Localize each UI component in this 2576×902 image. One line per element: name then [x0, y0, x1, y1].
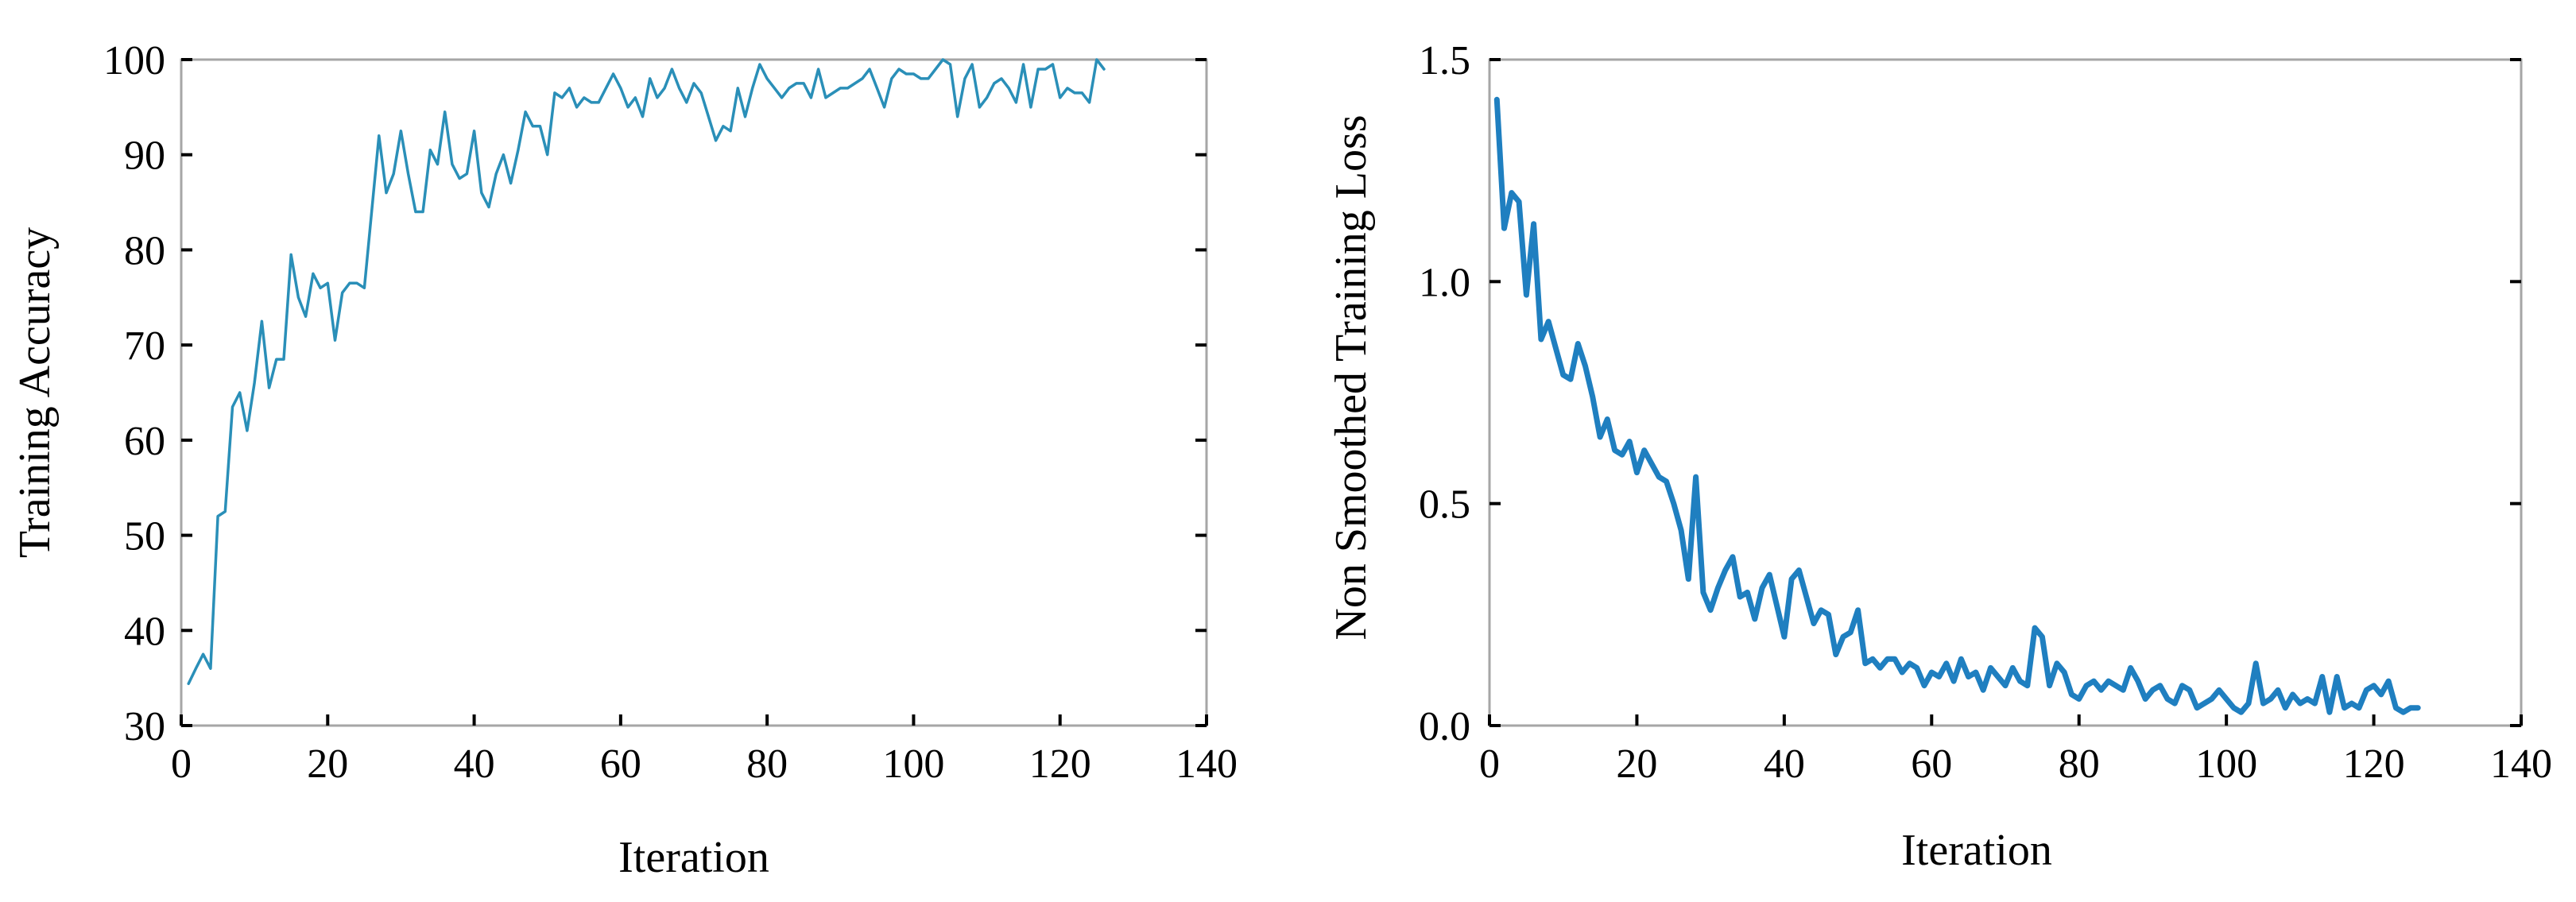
y-tick-label: 80 [124, 228, 165, 273]
accuracy-series-line [187, 58, 1106, 686]
y-tick-labels: 30 40 50 60 70 80 90 100 [103, 38, 165, 749]
y-tick-label: 70 [124, 323, 165, 369]
x-tick-labels: 0 20 40 60 80 100 120 140 [1479, 741, 2552, 787]
training-accuracy-chart: 0 20 40 60 80 100 120 140 30 40 50 60 70 80 90 100 Ite… [10, 38, 1238, 882]
y-axis-label: Non Smoothed Training Loss [1327, 114, 1376, 640]
y-tick-label: 1.0 [1419, 260, 1470, 305]
x-tick-label: 120 [1029, 741, 1091, 787]
y-tick-label: 100 [103, 38, 165, 83]
x-tick-label: 20 [1616, 741, 1657, 787]
x-axis-label: Iteration [1901, 826, 2052, 875]
y-ticks [181, 58, 192, 727]
plot-frame [1488, 58, 2523, 727]
y-tick-label: 0.0 [1419, 704, 1470, 749]
x-tick-label: 60 [1911, 741, 1952, 787]
training-loss-chart: 0 20 40 60 80 100 120 140 0.0 0.5 1.0 1.5 Iteratio… [1327, 38, 2552, 875]
x-ticks [180, 714, 1208, 726]
y-ticks [1489, 58, 1501, 727]
x-tick-label: 100 [2195, 741, 2257, 787]
x-tick-label: 80 [2059, 741, 2100, 787]
x-tick-label: 0 [171, 741, 192, 787]
x-tick-label: 40 [454, 741, 495, 787]
x-ticks [1488, 714, 2523, 726]
y-ticks-right [1195, 58, 1207, 727]
y-tick-label: 1.5 [1419, 38, 1470, 83]
x-tick-label: 140 [1176, 741, 1238, 787]
x-axis-label: Iteration [618, 833, 769, 882]
x-tick-label: 120 [2343, 741, 2405, 787]
y-tick-label: 30 [124, 704, 165, 749]
y-tick-label: 60 [124, 419, 165, 464]
y-ticks-right [2510, 58, 2521, 727]
x-tick-label: 60 [600, 741, 641, 787]
loss-series-line [1493, 96, 2421, 715]
x-tick-label: 0 [1479, 741, 1500, 787]
x-tick-label: 20 [307, 741, 348, 787]
y-axis-label: Training Accuracy [10, 227, 60, 558]
plot-frame [180, 58, 1208, 727]
y-tick-label: 90 [124, 134, 165, 179]
x-tick-label: 100 [882, 741, 944, 787]
y-tick-label: 0.5 [1419, 482, 1470, 528]
y-tick-label: 40 [124, 609, 165, 654]
x-tick-label: 80 [746, 741, 788, 787]
x-tick-label: 140 [2490, 741, 2552, 787]
x-tick-label: 40 [1764, 741, 1805, 787]
y-tick-labels: 0.0 0.5 1.0 1.5 [1419, 38, 1470, 749]
x-tick-labels: 0 20 40 60 80 100 120 140 [171, 741, 1238, 787]
y-tick-label: 50 [124, 514, 165, 559]
